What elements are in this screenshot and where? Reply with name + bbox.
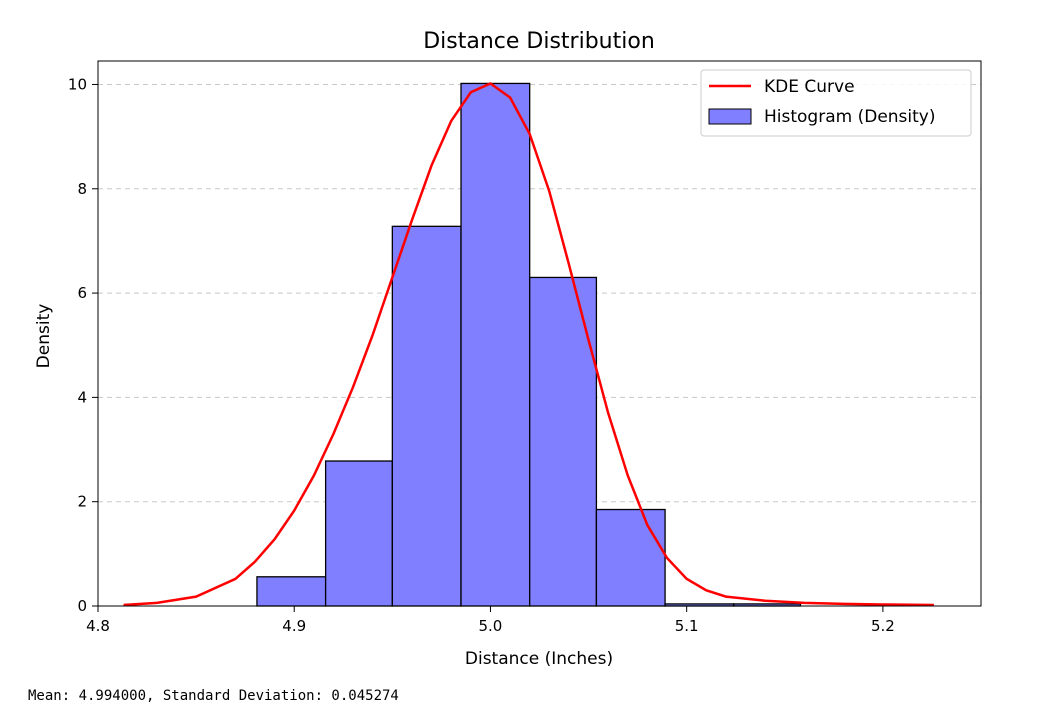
legend-histogram-label: Histogram (Density) xyxy=(764,107,936,127)
x-tick-label-4: 5.2 xyxy=(871,617,895,635)
histogram-bar-5 xyxy=(595,508,666,607)
histogram-bar-0 xyxy=(256,576,327,607)
y-axis-ticks: 0 2 4 6 8 10 xyxy=(68,75,98,615)
legend-box xyxy=(700,69,972,137)
kde-curve-line xyxy=(123,81,934,607)
plot-frame xyxy=(97,60,982,607)
legend: KDE Curve Histogram (Density) xyxy=(700,69,972,137)
stats-output: Mean: 4.994000, Standard Deviation: 0.04… xyxy=(28,688,399,704)
x-axis-label: Distance (Inches) xyxy=(465,649,613,669)
x-tick-label-0: 4.8 xyxy=(86,617,110,635)
x-tick-label-2: 5.0 xyxy=(479,617,503,635)
histogram-bar-3 xyxy=(460,82,531,607)
y-tick-label-1: 2 xyxy=(77,493,87,511)
x-tick-label-1: 4.9 xyxy=(282,617,306,635)
y-tick-label-5: 10 xyxy=(68,75,87,93)
y-tick-label-4: 8 xyxy=(77,180,87,198)
y-axis-label: Density xyxy=(34,304,54,369)
legend-histogram-swatch xyxy=(708,108,752,125)
x-tick-label-3: 5.1 xyxy=(675,617,699,635)
chart-title: Distance Distribution xyxy=(423,29,655,54)
y-tick-label-3: 6 xyxy=(77,284,87,302)
histogram-bars xyxy=(256,82,802,607)
y-tick-label-0: 0 xyxy=(77,597,87,615)
histogram-bar-2 xyxy=(391,225,462,607)
legend-kde-label: KDE Curve xyxy=(764,77,855,97)
x-axis-ticks: 4.8 4.9 5.0 5.1 5.2 xyxy=(86,606,895,635)
y-tick-label-2: 4 xyxy=(77,388,87,406)
distance-distribution-chart: Distance Distribution 4.8 4.9 5.0 5.1 5.2 0 2… xyxy=(34,29,982,669)
histogram-bar-1 xyxy=(324,460,393,607)
